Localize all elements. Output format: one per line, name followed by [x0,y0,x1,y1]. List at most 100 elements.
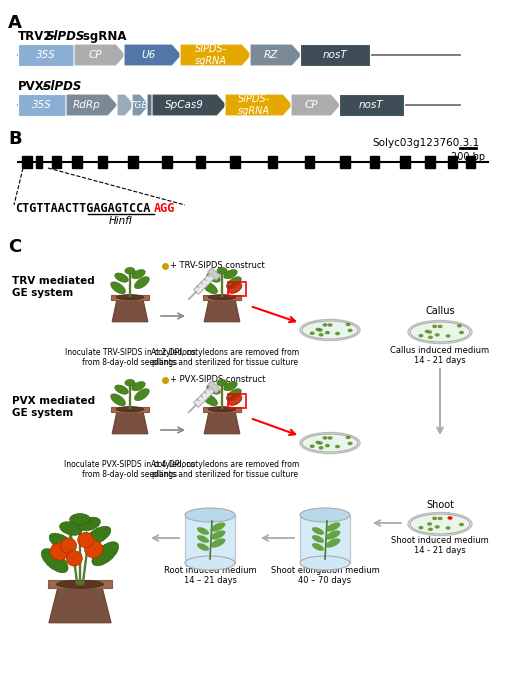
Text: 35S: 35S [32,100,52,110]
Ellipse shape [432,325,437,328]
Bar [194,384,216,407]
Text: SlPDS-
sgRNA: SlPDS- sgRNA [195,44,227,66]
Ellipse shape [346,435,350,439]
Ellipse shape [111,394,125,406]
Ellipse shape [300,508,350,522]
Polygon shape [147,94,165,116]
Ellipse shape [425,330,430,333]
Ellipse shape [427,522,432,526]
Ellipse shape [49,533,74,552]
Text: Callus induced medium
14 - 21 days: Callus induced medium 14 - 21 days [391,346,490,365]
Text: SlPDS-
sgRNA: SlPDS- sgRNA [238,94,270,116]
Text: HinfI: HinfI [109,216,133,226]
Bar [18,94,66,116]
Ellipse shape [92,542,119,566]
Text: 200 bp: 200 bp [451,152,485,162]
Ellipse shape [418,526,424,529]
Ellipse shape [57,580,104,588]
Ellipse shape [410,322,470,342]
Polygon shape [152,94,227,116]
Ellipse shape [208,407,236,412]
Bar [98,156,107,168]
Ellipse shape [228,395,242,405]
Ellipse shape [428,528,433,531]
Bar [203,407,240,412]
Bar [128,156,138,168]
Ellipse shape [116,295,144,300]
Text: GE system: GE system [12,408,73,418]
Text: Shoot induced medium
14 - 21 days: Shoot induced medium 14 - 21 days [391,536,489,555]
Text: + PVX-SlPDS construct: + PVX-SlPDS construct [170,375,265,384]
Ellipse shape [300,433,360,454]
Ellipse shape [125,379,135,386]
Polygon shape [204,410,240,434]
Bar [111,295,149,300]
Ellipse shape [445,334,450,337]
Bar [230,156,240,168]
Ellipse shape [115,385,128,394]
Bar [400,156,410,168]
Ellipse shape [459,331,464,335]
Ellipse shape [203,282,217,294]
Text: Shoot elongation medium
40 – 70 days: Shoot elongation medium 40 – 70 days [270,566,379,585]
Ellipse shape [438,325,443,328]
Ellipse shape [459,523,464,526]
Text: At 2 DPI, cotyledons are removed from
plants and sterilized for tissue culture: At 2 DPI, cotyledons are removed from pl… [151,348,299,368]
Bar [425,156,435,168]
Ellipse shape [325,331,330,335]
Text: PVX-: PVX- [18,80,49,93]
Ellipse shape [346,323,350,326]
Ellipse shape [312,527,324,535]
Ellipse shape [66,551,82,566]
Ellipse shape [60,538,76,554]
Text: GE system: GE system [12,288,73,298]
Bar [466,156,475,168]
Ellipse shape [328,323,332,327]
Ellipse shape [300,319,360,340]
Ellipse shape [315,328,320,331]
Text: nosT: nosT [359,100,384,110]
Polygon shape [117,94,135,116]
Text: Root induced medium
14 – 21 days: Root induced medium 14 – 21 days [164,566,256,585]
Ellipse shape [132,270,145,279]
Polygon shape [250,44,302,66]
Bar [111,407,149,412]
Bar [194,272,216,295]
Bar [305,156,314,168]
Ellipse shape [217,267,227,274]
Text: Callus: Callus [425,306,455,316]
Text: Inoculate PVX-SIPDS in cotyledons
from 8-day-old seedlings: Inoculate PVX-SIPDS in cotyledons from 8… [64,460,196,480]
Ellipse shape [217,379,227,386]
Polygon shape [204,298,240,322]
Ellipse shape [227,276,241,288]
Ellipse shape [328,436,332,440]
Polygon shape [66,94,118,116]
Text: CTGTTAACTTGAGAGTCCA: CTGTTAACTTGAGAGTCCA [15,202,150,215]
Ellipse shape [211,538,225,547]
Ellipse shape [410,514,470,534]
Text: C: C [8,238,21,256]
Ellipse shape [78,517,101,531]
Text: SpCas9: SpCas9 [165,100,204,110]
Bar [162,156,172,168]
Ellipse shape [302,434,358,452]
Ellipse shape [432,517,437,520]
Ellipse shape [310,332,315,335]
Ellipse shape [207,273,220,282]
Ellipse shape [116,407,144,412]
Ellipse shape [41,549,68,573]
Ellipse shape [326,522,341,531]
Text: -sgRNA: -sgRNA [78,30,126,43]
Text: AGG: AGG [154,202,175,215]
Bar [48,580,112,588]
Ellipse shape [335,332,340,335]
Bar [203,295,240,300]
Polygon shape [112,410,148,434]
Ellipse shape [318,328,323,332]
Polygon shape [225,94,293,116]
Ellipse shape [211,522,225,531]
Ellipse shape [447,517,453,519]
Bar [448,156,457,168]
Ellipse shape [203,394,217,406]
Ellipse shape [59,522,82,536]
